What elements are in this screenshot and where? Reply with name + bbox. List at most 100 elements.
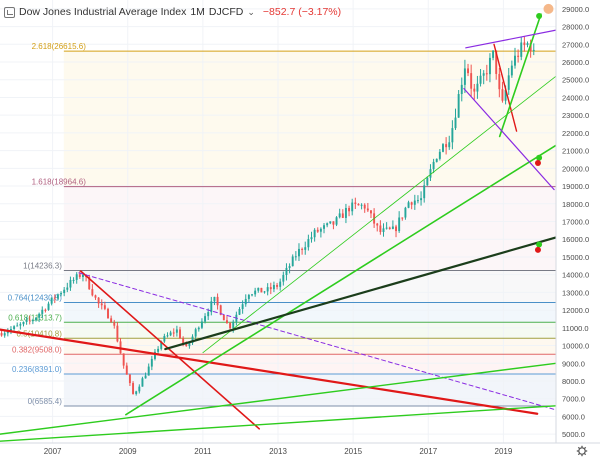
candle-body bbox=[498, 73, 501, 90]
candle-body bbox=[473, 88, 476, 92]
candle-body bbox=[344, 207, 347, 218]
candle-body bbox=[407, 202, 410, 208]
fib-band bbox=[63, 270, 556, 303]
candle-body bbox=[200, 321, 203, 328]
candle-body bbox=[194, 329, 197, 337]
candle-body bbox=[388, 227, 391, 229]
chart-title: Dow Jones Industrial Average Index bbox=[19, 6, 187, 18]
candle-body bbox=[423, 185, 426, 199]
candle-body bbox=[310, 237, 313, 240]
candle-body bbox=[257, 287, 260, 291]
candle-body bbox=[429, 169, 432, 178]
trendline-green-thin bbox=[202, 75, 557, 354]
y-tick-label: 21000.0 bbox=[562, 147, 589, 156]
candle-body bbox=[63, 289, 66, 294]
candle-body bbox=[432, 161, 435, 170]
candle-body bbox=[363, 204, 366, 209]
candle-body bbox=[222, 314, 225, 321]
candle-body bbox=[445, 144, 448, 148]
candle-body bbox=[25, 319, 28, 322]
candle-body bbox=[166, 335, 169, 337]
candle-body bbox=[526, 43, 529, 46]
candle-body bbox=[391, 226, 394, 229]
y-tick-label: 19000.0 bbox=[562, 182, 589, 191]
candle-body bbox=[382, 228, 385, 233]
candle-body bbox=[316, 229, 319, 232]
y-tick-label: 28000.0 bbox=[562, 23, 589, 32]
y-tick-label: 17000.0 bbox=[562, 218, 589, 227]
chart-symbol[interactable]: DJCFD bbox=[208, 6, 244, 18]
y-tick-label: 20000.0 bbox=[562, 164, 589, 173]
candle-body bbox=[307, 239, 310, 248]
y-tick-label: 22000.0 bbox=[562, 129, 589, 138]
chevron-down-icon[interactable]: ⌄ bbox=[247, 6, 255, 17]
candle-body bbox=[75, 274, 78, 280]
trendline-green-low-2 bbox=[0, 405, 557, 442]
candle-body bbox=[238, 309, 241, 315]
candle-body bbox=[341, 213, 344, 218]
candle-body bbox=[81, 274, 84, 278]
candle-body bbox=[66, 287, 69, 290]
candle-body bbox=[13, 326, 16, 330]
x-tick-label: 2007 bbox=[44, 447, 62, 456]
marker-green-dot-top bbox=[536, 12, 543, 19]
candle-body bbox=[448, 142, 451, 148]
y-tick-label: 11000.0 bbox=[562, 324, 589, 333]
collapse-icon[interactable] bbox=[4, 6, 15, 18]
candle-body bbox=[47, 303, 50, 310]
gear-icon-tooth bbox=[577, 446, 580, 449]
candle-body bbox=[504, 89, 507, 101]
candle-body bbox=[332, 221, 335, 225]
candle-body bbox=[354, 202, 357, 204]
candle-body bbox=[113, 322, 116, 326]
candle-body bbox=[370, 210, 372, 214]
y-tick-label: 27000.0 bbox=[562, 40, 589, 49]
candle-body bbox=[335, 217, 338, 225]
x-tick-label: 2015 bbox=[344, 447, 362, 456]
trendline-purple-lower bbox=[463, 87, 555, 191]
chart-header: Dow Jones Industrial Average Index 1M DJ… bbox=[4, 4, 341, 20]
candle-body bbox=[210, 301, 213, 313]
candle-body bbox=[451, 128, 454, 143]
candle-body bbox=[351, 202, 354, 212]
candle-body bbox=[219, 305, 222, 315]
candle-body bbox=[285, 267, 288, 276]
candle-body bbox=[38, 313, 41, 318]
y-tick-label: 24000.0 bbox=[562, 93, 589, 102]
y-tick-label: 7000.0 bbox=[562, 395, 585, 404]
gear-icon[interactable] bbox=[576, 445, 588, 457]
candle-body bbox=[103, 305, 106, 309]
candle-body bbox=[514, 55, 516, 66]
candle-body bbox=[150, 358, 153, 367]
trendline-green-low-1 bbox=[0, 362, 557, 435]
candle-body bbox=[467, 68, 469, 74]
candle-body bbox=[366, 208, 369, 211]
candle-body bbox=[319, 228, 322, 232]
y-tick-label: 26000.0 bbox=[562, 58, 589, 67]
candle-body bbox=[420, 198, 423, 201]
trendline-black-long bbox=[164, 236, 558, 351]
candle-body bbox=[385, 227, 388, 229]
fib-label: 0.382(9508.0) bbox=[12, 345, 62, 354]
trendline-purple-dashed bbox=[78, 272, 555, 410]
candle-body bbox=[454, 117, 457, 129]
fib-label: 1(14236.3) bbox=[23, 261, 62, 270]
candle-body bbox=[304, 247, 307, 250]
candle-body bbox=[263, 291, 266, 293]
candle-body bbox=[94, 295, 97, 298]
candle-body bbox=[460, 84, 463, 95]
y-tick-label: 13000.0 bbox=[562, 288, 589, 297]
trendline-purple-upper bbox=[465, 29, 557, 49]
candle-body bbox=[147, 366, 150, 376]
candle-body bbox=[138, 386, 141, 392]
candle-body bbox=[53, 297, 56, 299]
candle-body bbox=[442, 144, 444, 152]
candle-body bbox=[175, 329, 178, 333]
fib-label: 0.764(12430.5) bbox=[8, 293, 63, 302]
candle-body bbox=[247, 294, 250, 299]
candle-body bbox=[276, 285, 279, 287]
candle-body bbox=[157, 348, 160, 352]
candle-body bbox=[326, 223, 329, 226]
chart-interval[interactable]: 1M bbox=[190, 6, 205, 18]
